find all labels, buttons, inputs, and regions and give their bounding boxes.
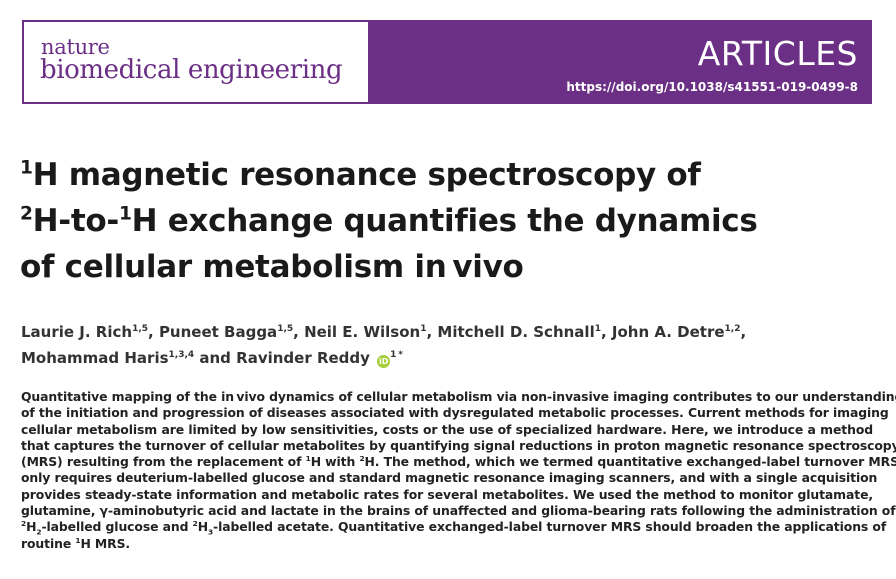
author-name[interactable]: Mohammad Haris	[21, 349, 169, 367]
author-name[interactable]: Neil E. Wilson	[304, 323, 421, 341]
doi-link[interactable]: https://doi.org/10.1038/s41551-019-0499-…	[566, 80, 858, 94]
author-name[interactable]: John A. Detre	[611, 323, 725, 341]
orcid-icon[interactable]: iD	[377, 355, 391, 368]
author-name[interactable]: Laurie J. Rich	[21, 323, 133, 341]
author-name[interactable]: Puneet Bagga	[158, 323, 278, 341]
journal-logo-name: biomedical engineering	[40, 55, 343, 85]
section-label: ARTICLES	[697, 34, 858, 73]
section-banner	[368, 21, 871, 103]
abstract: Quantitative mapping of the in vivo dyna…	[21, 389, 896, 551]
author-name[interactable]: Ravinder Reddy	[236, 349, 370, 367]
author-list: Laurie J. Rich1,5, Puneet Bagga1,5, Neil…	[21, 323, 747, 368]
article-title: 1H magnetic resonance spectroscopy of 2H…	[20, 157, 758, 285]
author-name[interactable]: Mitchell D. Schnall	[437, 323, 595, 341]
journal-logo-nature: nature	[41, 35, 110, 59]
